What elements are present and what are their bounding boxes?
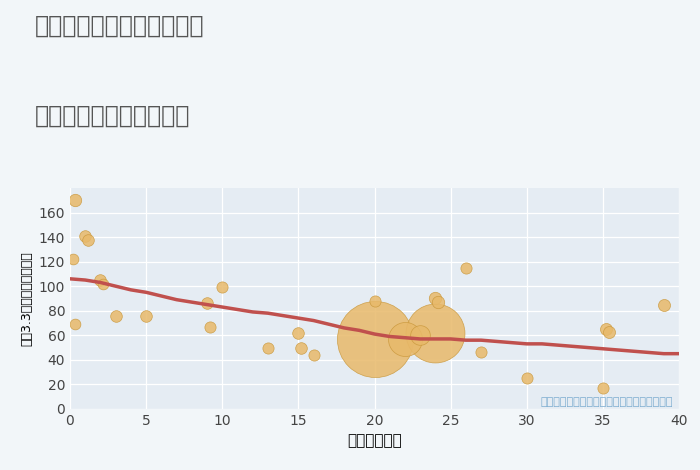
- Point: [69, 196, 80, 204]
- Point: [521, 375, 532, 382]
- Point: [430, 295, 441, 302]
- Point: [603, 328, 615, 336]
- Point: [95, 276, 106, 284]
- Point: [69, 321, 80, 328]
- Point: [658, 301, 669, 308]
- Text: 築年数別中古戸建て価格: 築年数別中古戸建て価格: [35, 103, 190, 127]
- Point: [430, 329, 441, 337]
- Point: [296, 344, 307, 351]
- Point: [461, 264, 472, 272]
- Point: [369, 297, 380, 305]
- Point: [217, 283, 228, 291]
- Point: [308, 351, 319, 359]
- Point: [110, 312, 121, 320]
- Point: [601, 325, 612, 333]
- Y-axis label: 坪（3.3㎡）単価（万円）: 坪（3.3㎡）単価（万円）: [20, 251, 33, 346]
- X-axis label: 築年数（年）: 築年数（年）: [347, 433, 402, 448]
- Point: [98, 280, 109, 288]
- Point: [204, 323, 216, 330]
- Point: [262, 344, 274, 351]
- Point: [83, 236, 94, 243]
- Point: [433, 298, 444, 306]
- Point: [399, 335, 410, 343]
- Point: [475, 349, 486, 356]
- Point: [369, 335, 380, 343]
- Point: [141, 312, 152, 320]
- Point: [414, 331, 426, 339]
- Point: [80, 232, 91, 240]
- Point: [67, 255, 78, 263]
- Point: [293, 329, 304, 337]
- Text: 奈良県奈良市南半田東町の: 奈良県奈良市南半田東町の: [35, 14, 204, 38]
- Point: [597, 384, 608, 392]
- Point: [202, 299, 213, 307]
- Text: 円の大きさは、取引のあった物件面積を示す: 円の大きさは、取引のあった物件面積を示す: [540, 397, 673, 407]
